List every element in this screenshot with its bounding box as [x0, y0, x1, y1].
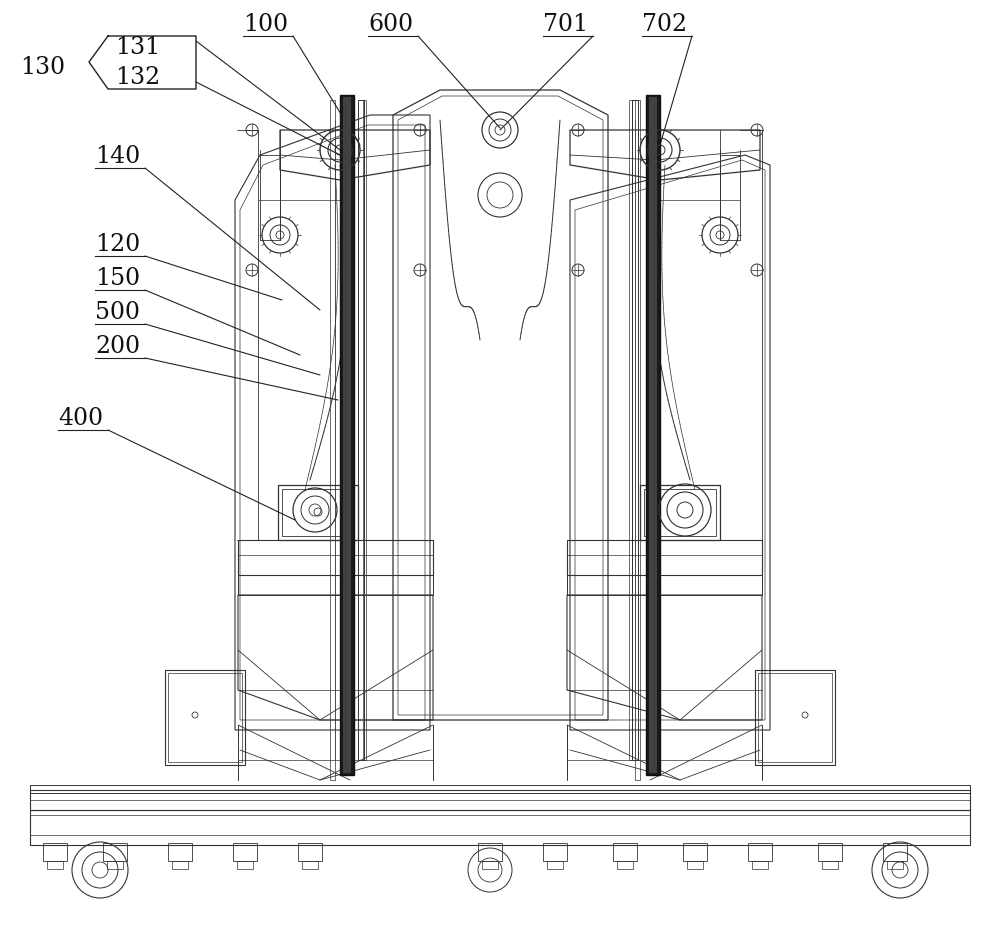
Bar [343, 97, 351, 773]
Bar [547, 861, 563, 869]
Bar [482, 861, 498, 869]
Bar [752, 861, 768, 869]
Bar [617, 861, 633, 869]
Bar [302, 861, 318, 869]
Bar [887, 861, 903, 869]
Bar [822, 861, 838, 869]
Bar [168, 673, 242, 762]
Bar [567, 540, 762, 575]
Bar [237, 861, 253, 869]
Bar [478, 843, 502, 861]
Bar [683, 843, 707, 861]
Bar [30, 790, 970, 810]
Bar [629, 100, 632, 760]
Bar [755, 670, 835, 765]
Bar [340, 95, 354, 775]
Bar [748, 843, 772, 861]
Bar [168, 843, 192, 861]
Text: 140: 140 [95, 145, 140, 168]
Bar [818, 843, 842, 861]
Bar [646, 95, 660, 775]
Bar [635, 100, 640, 780]
Text: 100: 100 [243, 13, 288, 36]
Bar [613, 843, 637, 861]
Bar [644, 489, 716, 536]
Bar [632, 100, 638, 760]
Bar [567, 575, 762, 595]
Bar [278, 485, 358, 540]
Bar [165, 670, 245, 765]
Text: 130: 130 [20, 57, 65, 79]
Bar [238, 575, 433, 595]
Bar [43, 843, 67, 861]
Bar [107, 861, 123, 869]
Bar [649, 97, 657, 773]
Bar [543, 843, 567, 861]
Bar [172, 861, 188, 869]
Bar [238, 540, 433, 575]
Text: 500: 500 [95, 301, 140, 324]
Text: 150: 150 [95, 267, 140, 290]
Bar [758, 673, 832, 762]
Bar [883, 843, 907, 861]
Bar [30, 810, 970, 845]
Bar [282, 489, 354, 536]
Text: 702: 702 [642, 13, 687, 36]
Text: 400: 400 [58, 407, 103, 430]
Text: 131: 131 [115, 36, 160, 60]
Bar [47, 861, 63, 869]
Bar [687, 861, 703, 869]
Text: 120: 120 [95, 233, 140, 256]
Text: 600: 600 [368, 13, 413, 36]
Bar [330, 100, 335, 780]
Bar [363, 100, 366, 760]
Text: 132: 132 [115, 67, 160, 89]
Bar [233, 843, 257, 861]
Bar [358, 100, 364, 760]
Bar [640, 485, 720, 540]
Text: 701: 701 [543, 13, 588, 36]
Text: 200: 200 [95, 335, 140, 358]
Bar [298, 843, 322, 861]
Bar [103, 843, 127, 861]
Bar [30, 785, 970, 793]
